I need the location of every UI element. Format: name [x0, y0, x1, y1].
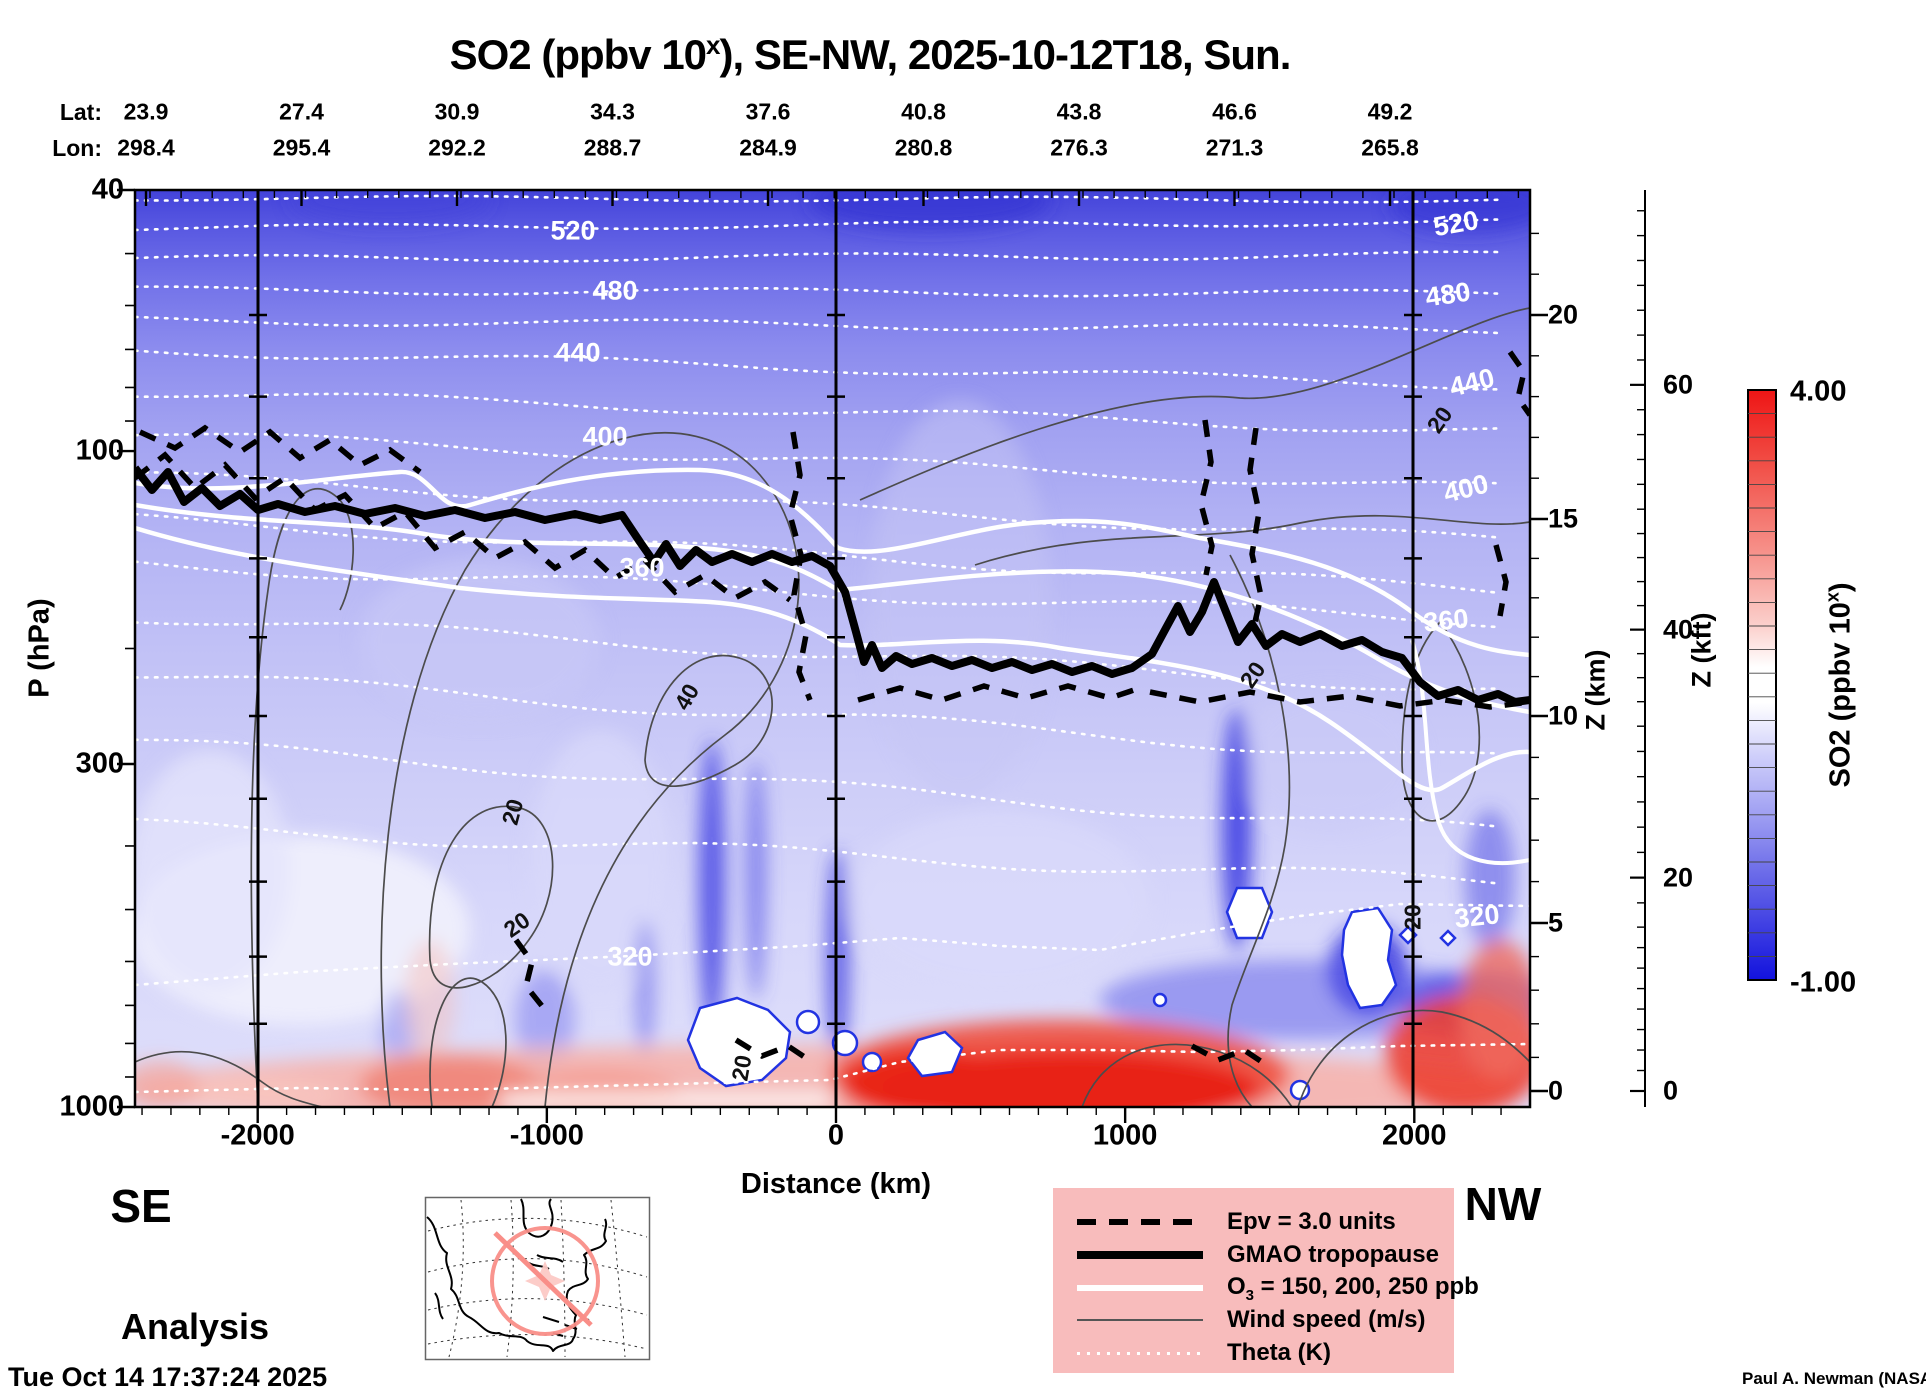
latlon: 276.3 — [1050, 134, 1108, 161]
ztick: 5 — [1548, 907, 1564, 938]
latlon: 288.7 — [583, 134, 642, 161]
reference-lines — [256, 190, 1415, 1107]
latlon: 295.4 — [272, 134, 331, 161]
z-km-axis-label: Z (km) — [1580, 649, 1611, 731]
map-transect-line — [493, 1231, 593, 1327]
z-kft-axis — [1630, 190, 1646, 1107]
credit: Paul A. Newman (NASA — [1742, 1369, 1926, 1388]
latlon: 43.8 — [1056, 98, 1102, 125]
colorbar-title: SO2 (ppbv 10x) — [1822, 582, 1857, 788]
colorbar-max-label: 4.00 — [1790, 375, 1847, 408]
timestamp: Tue Oct 14 17:37:24 2025 — [8, 1362, 328, 1392]
ptick: 40 — [91, 173, 124, 206]
latlon: 27.4 — [279, 98, 324, 125]
latlon: 34.3 — [590, 98, 635, 125]
legend-item-ozone: O3 = 150, 200, 250 ppb — [1077, 1273, 1479, 1303]
legend: Epv = 3.0 units GMAO tropopause O3 = 150… — [1053, 1188, 1479, 1373]
lat-row-label: Lat: — [59, 99, 102, 125]
legend-item-epv: Epv = 3.0 units — [1077, 1207, 1396, 1237]
latlon: 284.9 — [739, 134, 797, 161]
xtick: -2000 — [220, 1119, 295, 1152]
ozone-line-sample — [1077, 1285, 1203, 1291]
ztick: 0 — [1548, 1075, 1564, 1106]
ptick: 300 — [75, 747, 124, 780]
latlon: 30.9 — [434, 98, 480, 125]
latlon: 23.9 — [123, 98, 169, 125]
ptick: 100 — [75, 434, 124, 467]
ktick: 20 — [1663, 862, 1694, 893]
axis-ticks — [117, 188, 1548, 1123]
legend-item-wind: Wind speed (m/s) — [1077, 1305, 1425, 1335]
map-section-circle — [490, 1226, 600, 1336]
ktick: 40 — [1663, 614, 1694, 645]
ztick: 20 — [1548, 299, 1579, 330]
theta-lab: 520 — [550, 215, 596, 246]
theta-lab: 360 — [619, 552, 665, 583]
colorbar-min-label: -1.00 — [1790, 966, 1857, 999]
latlon: 37.6 — [745, 98, 791, 125]
z-kft-axis-label: Z (kft) — [1686, 612, 1717, 688]
theta-lab: 320 — [1452, 899, 1501, 934]
colorbar — [1747, 389, 1777, 981]
so2-field — [135, 190, 1530, 1107]
latlon: 40.8 — [901, 98, 946, 125]
epv-line-sample — [1077, 1219, 1203, 1225]
theta-lab: 360 — [1421, 603, 1470, 638]
theta-lab: 480 — [1423, 276, 1473, 313]
run-type-label: Analysis — [120, 1306, 270, 1347]
inset-map — [424, 1196, 651, 1361]
theta-line-sample — [1077, 1351, 1203, 1355]
ztick: 15 — [1548, 503, 1579, 534]
xtick: 2000 — [1382, 1119, 1447, 1152]
legend-item-tropopause: GMAO tropopause — [1077, 1240, 1439, 1270]
legend-item-theta: Theta (K) — [1077, 1338, 1331, 1368]
latlon: 265.8 — [1361, 134, 1419, 161]
xtick: 0 — [827, 1119, 845, 1152]
theta-lab: 320 — [607, 941, 653, 972]
latlon: 292.2 — [428, 134, 486, 161]
corner-label-se: SE — [110, 1180, 172, 1232]
page-title: SO2 (ppbv 10x), SE-NW, 2025-10-12T18, Su… — [449, 30, 1292, 78]
map-graticule — [427, 1199, 648, 1358]
latlon: 298.4 — [117, 134, 175, 161]
theta-lab: 440 — [555, 337, 601, 368]
plot-frame — [133, 188, 1532, 1109]
pressure-axis-label: P (hPa) — [23, 598, 56, 698]
latlon: 46.6 — [1212, 98, 1257, 125]
latlon: 271.3 — [1205, 134, 1264, 161]
lon-row-label: Lon: — [52, 135, 102, 161]
distance-axis-label: Distance (km) — [740, 1168, 932, 1200]
theta-lab: 400 — [582, 421, 628, 452]
wind-lab: 20 — [726, 1053, 757, 1083]
tropopause-line-sample — [1077, 1251, 1203, 1259]
epv-contours — [135, 350, 1530, 1065]
tropopause-line — [135, 465, 1530, 706]
ptick: 1000 — [59, 1090, 124, 1123]
latlon: 49.2 — [1367, 98, 1413, 125]
xtick: 1000 — [1092, 1119, 1158, 1152]
ztick: 10 — [1548, 700, 1579, 731]
xtick: -1000 — [509, 1119, 584, 1152]
ktick: 60 — [1663, 369, 1694, 400]
wind-line-sample — [1077, 1319, 1203, 1321]
corner-label-nw: NW — [1464, 1178, 1542, 1230]
latlon: 280.8 — [894, 134, 953, 161]
wind-lab: 20 — [1399, 904, 1426, 930]
ktick: 0 — [1663, 1075, 1679, 1106]
theta-lab: 480 — [592, 275, 638, 306]
